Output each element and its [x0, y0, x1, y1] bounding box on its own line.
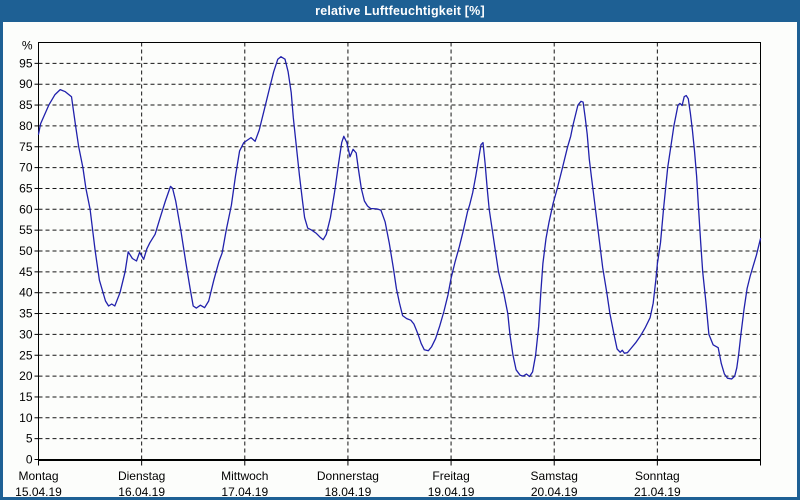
y-tick-label: 0	[26, 453, 33, 467]
y-tick-label: 70	[19, 161, 33, 175]
y-tick-label: 15	[19, 390, 33, 404]
humidity-chart: 0 5 10 15 20 25 30 35 40 45 50 55 60 65 70 75 80 85 90 95% M…	[15, 39, 762, 499]
y-tick-label: 85	[19, 98, 33, 112]
x-date-label: 20.04.19	[531, 485, 578, 497]
y-tick-label: 25	[19, 348, 33, 362]
chart-container: 0 5 10 15 20 25 30 35 40 45 50 55 60 65 70 75 80 85 90 95% M…	[3, 22, 797, 499]
y-tick-label: 20	[19, 369, 33, 383]
y-tick-label: 30	[19, 327, 33, 341]
y-tick-label: 55	[19, 223, 33, 237]
y-tick-label: 35	[19, 307, 33, 321]
window-titlebar: relative Luftfeuchtigkeit [%]	[0, 0, 800, 22]
y-unit-label: %	[22, 39, 33, 53]
x-date-label: 18.04.19	[325, 485, 372, 497]
y-tick-label: 5	[26, 432, 33, 446]
y-tick-label: 50	[19, 244, 33, 258]
y-tick-label: 95	[19, 56, 33, 70]
y-tick-label: 10	[19, 411, 33, 425]
x-date-label: 15.04.19	[15, 485, 62, 497]
x-date-label: 21.04.19	[634, 485, 681, 497]
y-tick-label: 60	[19, 202, 33, 216]
humidity-line	[37, 56, 762, 380]
x-day-label: Mittwoch	[221, 469, 268, 483]
window-title: relative Luftfeuchtigkeit [%]	[315, 4, 485, 18]
y-tick-label: 45	[19, 265, 33, 279]
x-date-label: 19.04.19	[428, 485, 475, 497]
y-tick-label: 80	[19, 119, 33, 133]
x-day-label: Freitag	[432, 469, 469, 483]
y-tick-label: 90	[19, 77, 33, 91]
y-tick-label: 75	[19, 140, 33, 154]
x-day-label: Montag	[18, 469, 58, 483]
x-date-label: 17.04.19	[221, 485, 268, 497]
x-date-label: 16.04.19	[118, 485, 165, 497]
y-tick-label: 40	[19, 286, 33, 300]
x-day-label: Dienstag	[118, 469, 165, 483]
x-day-label: Sonntag	[635, 469, 680, 483]
x-day-label: Donnerstag	[317, 469, 379, 483]
y-tick-label: 65	[19, 181, 33, 195]
x-day-label: Samstag	[531, 469, 578, 483]
